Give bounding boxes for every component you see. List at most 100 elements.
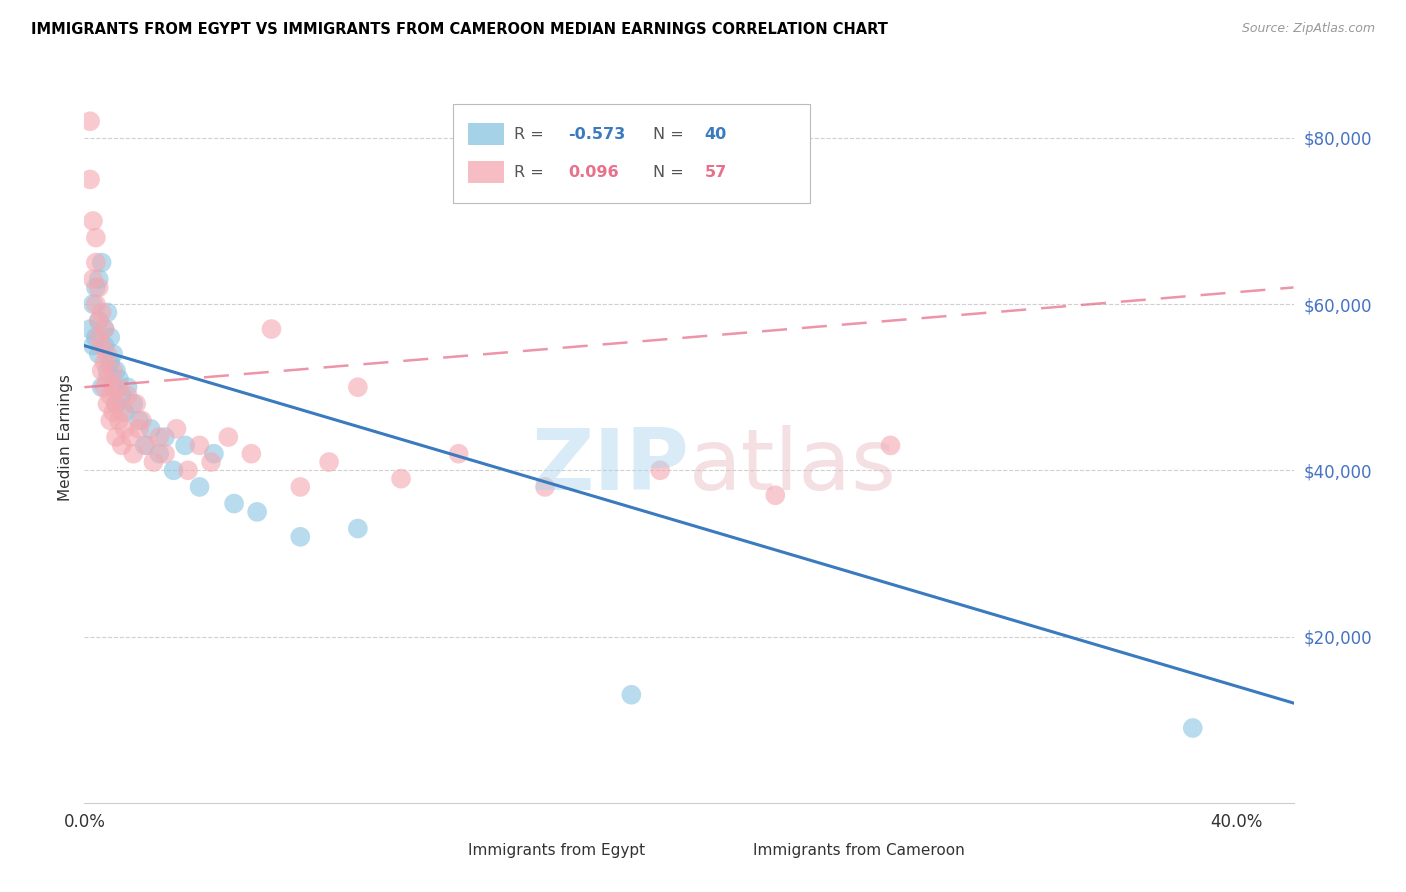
Point [96, 305, 118, 319]
Point [1181, 721, 1204, 735]
Point [148, 430, 170, 444]
Point [347, 380, 370, 394]
Point [101, 380, 124, 394]
Point [84, 280, 107, 294]
Point [347, 521, 370, 535]
Point [188, 480, 211, 494]
Point [117, 388, 139, 402]
Point [98, 330, 121, 344]
Point [111, 405, 134, 419]
Point [87, 330, 110, 344]
Text: 57: 57 [704, 165, 727, 180]
Point [389, 472, 412, 486]
Point [93, 355, 115, 369]
Point [90, 363, 112, 377]
Point [90, 338, 112, 352]
Point [93, 322, 115, 336]
Point [82, 297, 104, 311]
Point [108, 372, 131, 386]
Point [122, 447, 145, 461]
Point [131, 413, 153, 427]
Point [90, 305, 112, 319]
Text: Immigrants from Egypt: Immigrants from Egypt [468, 843, 645, 858]
Point [111, 438, 134, 452]
Point [114, 422, 136, 436]
Text: -0.573: -0.573 [568, 127, 626, 142]
Point [136, 438, 159, 452]
Point [290, 530, 312, 544]
Point [318, 455, 340, 469]
Point [148, 447, 170, 461]
Text: Immigrants from Cameroon: Immigrants from Cameroon [754, 843, 965, 858]
Point [122, 397, 145, 411]
Text: atlas: atlas [689, 425, 897, 508]
Point [84, 230, 107, 244]
Bar [429, 841, 460, 862]
Point [105, 430, 128, 444]
Text: Source: ZipAtlas.com: Source: ZipAtlas.com [1241, 22, 1375, 36]
Point [90, 255, 112, 269]
Point [240, 447, 263, 461]
Y-axis label: Median Earnings: Median Earnings [58, 374, 73, 500]
Point [105, 363, 128, 377]
Point [87, 314, 110, 328]
Point [139, 422, 162, 436]
Point [177, 463, 200, 477]
Point [84, 297, 107, 311]
Point [96, 372, 118, 386]
Point [128, 413, 150, 427]
Point [79, 172, 101, 186]
Point [763, 488, 786, 502]
Point [222, 497, 245, 511]
Point [82, 338, 104, 352]
Point [98, 413, 121, 427]
Bar [468, 123, 503, 145]
Point [96, 347, 118, 361]
Point [82, 272, 104, 286]
Point [166, 422, 188, 436]
Point [101, 405, 124, 419]
Point [117, 380, 139, 394]
Point [98, 355, 121, 369]
Bar [713, 841, 744, 862]
Point [105, 397, 128, 411]
Point [101, 363, 124, 377]
Point [108, 413, 131, 427]
Point [447, 447, 470, 461]
Point [534, 480, 557, 494]
Text: R =: R = [513, 127, 548, 142]
Point [93, 322, 115, 336]
Point [96, 397, 118, 411]
Point [260, 322, 283, 336]
Point [87, 314, 110, 328]
Point [174, 438, 197, 452]
Text: R =: R = [513, 165, 548, 180]
Point [105, 397, 128, 411]
Point [101, 380, 124, 394]
Point [79, 322, 101, 336]
Text: 0.096: 0.096 [568, 165, 619, 180]
Point [134, 438, 156, 452]
Text: IMMIGRANTS FROM EGYPT VS IMMIGRANTS FROM CAMEROON MEDIAN EARNINGS CORRELATION CH: IMMIGRANTS FROM EGYPT VS IMMIGRANTS FROM… [31, 22, 887, 37]
Point [125, 397, 148, 411]
Point [84, 330, 107, 344]
Point [82, 214, 104, 228]
Point [153, 447, 176, 461]
Point [162, 463, 184, 477]
Point [98, 388, 121, 402]
Point [879, 438, 901, 452]
Text: N =: N = [652, 165, 689, 180]
Point [114, 405, 136, 419]
Point [620, 688, 643, 702]
Point [101, 347, 124, 361]
Text: 40: 40 [704, 127, 727, 142]
Point [108, 380, 131, 394]
Point [93, 338, 115, 352]
Point [188, 438, 211, 452]
Point [217, 430, 239, 444]
Point [87, 280, 110, 294]
Point [84, 255, 107, 269]
FancyBboxPatch shape [453, 104, 810, 203]
Text: N =: N = [652, 127, 689, 142]
Point [128, 422, 150, 436]
